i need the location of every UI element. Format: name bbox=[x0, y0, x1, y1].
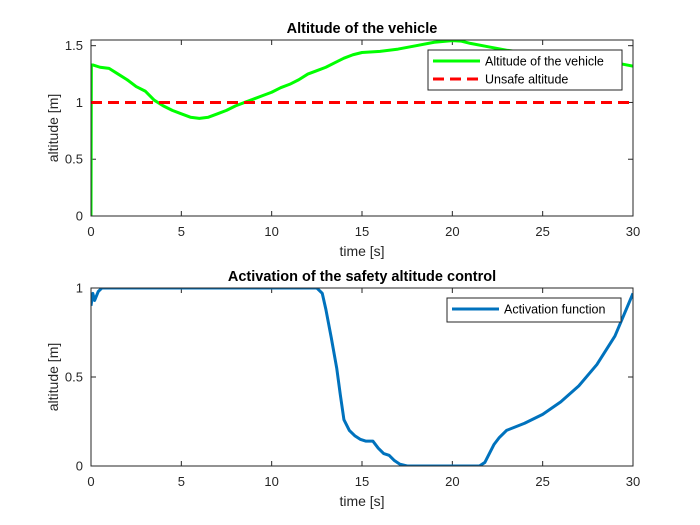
activation-plot-title: Activation of the safety altitude contro… bbox=[228, 269, 496, 285]
activation-plot-xtick-label: 20 bbox=[445, 474, 459, 489]
activation-plot-legend-label: Activation function bbox=[504, 303, 605, 317]
activation-plot: Activation of the safety altitude contro… bbox=[45, 269, 640, 509]
altitude-plot-xtick-label: 30 bbox=[626, 224, 640, 239]
activation-plot-legend: Activation function bbox=[447, 298, 621, 322]
activation-plot-xtick-label: 25 bbox=[535, 474, 549, 489]
activation-plot-xtick-label: 0 bbox=[87, 474, 94, 489]
altitude-plot-legend-label: Unsafe altitude bbox=[485, 73, 568, 87]
activation-plot-xtick-label: 15 bbox=[355, 474, 369, 489]
altitude-plot-ytick-label: 1.5 bbox=[65, 38, 83, 53]
altitude-plot-xtick-label: 20 bbox=[445, 224, 459, 239]
altitude-plot: Altitude of the vehicle time [s] altitud… bbox=[45, 21, 640, 259]
altitude-plot-xtick-label: 5 bbox=[178, 224, 185, 239]
altitude-plot-xtick-label: 0 bbox=[87, 224, 94, 239]
altitude-plot-ylabel: altitude [m] bbox=[45, 94, 61, 162]
altitude-plot-xtick-label: 25 bbox=[535, 224, 549, 239]
altitude-plot-ytick-label: 1 bbox=[76, 95, 83, 110]
altitude-plot-ytick-label: 0.5 bbox=[65, 152, 83, 167]
activation-plot-xtick-label: 5 bbox=[178, 474, 185, 489]
activation-plot-ytick-label: 1 bbox=[76, 281, 83, 296]
activation-plot-xlabel: time [s] bbox=[339, 493, 384, 509]
activation-plot-ytick-label: 0.5 bbox=[65, 370, 83, 385]
altitude-plot-legend: Altitude of the vehicle Unsafe altitude bbox=[428, 50, 622, 90]
altitude-plot-title: Altitude of the vehicle bbox=[287, 21, 438, 37]
altitude-plot-xtick-label: 15 bbox=[355, 224, 369, 239]
activation-plot-ytick-label: 0 bbox=[76, 459, 83, 474]
activation-plot-ylabel: altitude [m] bbox=[45, 343, 61, 411]
altitude-plot-xtick-label: 10 bbox=[264, 224, 278, 239]
activation-plot-xtick-label: 10 bbox=[264, 474, 278, 489]
altitude-plot-xlabel: time [s] bbox=[339, 243, 384, 259]
activation-plot-xtick-label: 30 bbox=[626, 474, 640, 489]
altitude-plot-ytick-label: 0 bbox=[76, 209, 83, 224]
altitude-plot-legend-label: Altitude of the vehicle bbox=[485, 55, 604, 69]
